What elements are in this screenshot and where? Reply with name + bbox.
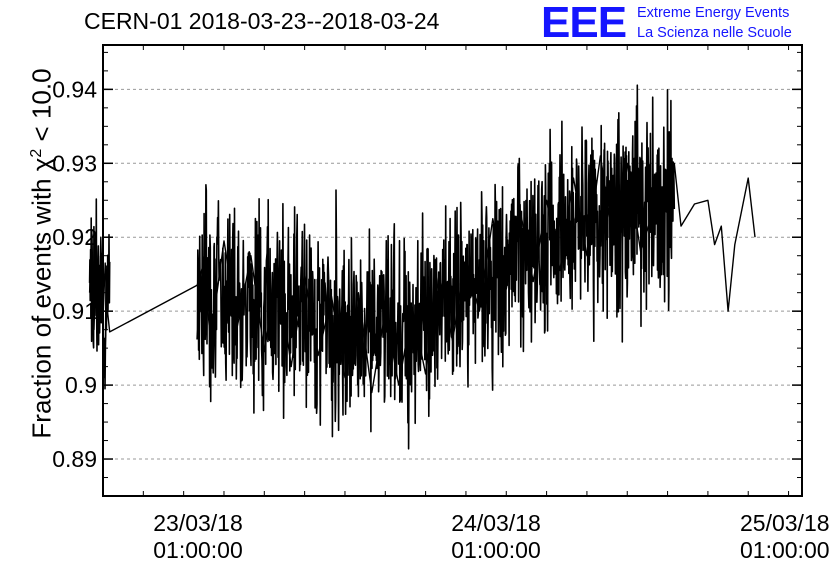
- logo-line-2: La Scienza nelle Scuole: [637, 25, 792, 41]
- x-tick-date: 25/03/18: [740, 510, 830, 536]
- x-tick-label-2: 25/03/18 01:00:00: [740, 510, 836, 564]
- y-axis-label-superscript: 2: [27, 148, 45, 158]
- x-tick-date: 23/03/18: [153, 510, 243, 536]
- axis-ticks: [102, 45, 802, 497]
- data-series: [88, 84, 756, 450]
- x-tick-time: 01:00:00: [451, 537, 541, 563]
- eee-logo: EEE Extreme Energy Events La Scienza nel…: [541, 0, 831, 47]
- y-tick-labels: 0.89 0.9 0.91 0.92 0.93 0.94: [52, 76, 97, 472]
- y-tick-label: 0.93: [52, 150, 97, 176]
- y-axis-label-suffix: < 10.0: [26, 68, 57, 149]
- x-tick-time: 01:00:00: [740, 537, 830, 563]
- x-tick-time: 01:00:00: [153, 537, 243, 563]
- logo-line-1: Extreme Energy Events: [637, 5, 790, 21]
- x-tick-label-0: 23/03/18 01:00:00: [138, 510, 258, 564]
- series-line: [88, 155, 756, 394]
- y-axis-label-prefix: Fraction of events with χ: [26, 157, 57, 439]
- y-tick-label: 0.9: [65, 372, 97, 398]
- chart-title: CERN-01 2018-03-23--2018-03-24: [84, 8, 440, 34]
- y-tick-label: 0.89: [52, 446, 97, 472]
- x-tick-label-1: 24/03/18 01:00:00: [436, 510, 556, 564]
- x-tick-date: 24/03/18: [451, 510, 541, 536]
- y-tick-label: 0.94: [52, 76, 97, 102]
- logo-mark: EEE: [541, 0, 627, 47]
- y-tick-label: 0.92: [52, 224, 97, 250]
- series-noise-segment: [196, 120, 602, 450]
- y-tick-label: 0.91: [52, 298, 97, 324]
- series-noise-segment: [599, 84, 676, 343]
- y-axis-label: Fraction of events with χ2 < 10.0: [27, 24, 58, 484]
- plot-frame: [102, 44, 803, 497]
